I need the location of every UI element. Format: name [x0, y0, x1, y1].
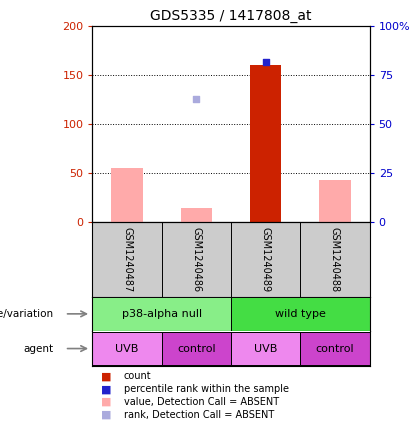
Title: GDS5335 / 1417808_at: GDS5335 / 1417808_at [150, 9, 312, 23]
Text: p38-alpha null: p38-alpha null [122, 309, 202, 319]
Bar [111, 168, 143, 222]
Bar [231, 332, 300, 365]
Bar [162, 332, 231, 365]
Text: UVB: UVB [116, 343, 139, 354]
Text: genotype/variation: genotype/variation [0, 309, 54, 319]
Text: count: count [124, 371, 152, 382]
Bar [300, 332, 370, 365]
Text: ■: ■ [101, 409, 111, 420]
Text: GSM1240486: GSM1240486 [192, 227, 201, 292]
Bar [92, 332, 162, 365]
Text: rank, Detection Call = ABSENT: rank, Detection Call = ABSENT [124, 409, 274, 420]
Text: agent: agent [24, 343, 54, 354]
Bar [250, 65, 281, 222]
Text: ■: ■ [101, 397, 111, 407]
Text: GSM1240487: GSM1240487 [122, 227, 132, 292]
Point [262, 59, 269, 66]
Text: value, Detection Call = ABSENT: value, Detection Call = ABSENT [124, 397, 279, 407]
Bar [92, 297, 231, 330]
Text: ■: ■ [101, 371, 111, 382]
Text: UVB: UVB [254, 343, 277, 354]
Point [262, 0, 269, 4]
Text: control: control [316, 343, 354, 354]
Bar [319, 180, 351, 222]
Text: percentile rank within the sample: percentile rank within the sample [124, 384, 289, 394]
Bar [181, 208, 212, 222]
Text: GSM1240488: GSM1240488 [330, 227, 340, 292]
Bar [231, 297, 370, 330]
Point [193, 95, 200, 102]
Text: ■: ■ [101, 384, 111, 394]
Text: control: control [177, 343, 215, 354]
Text: wild type: wild type [275, 309, 326, 319]
Text: GSM1240489: GSM1240489 [261, 227, 270, 292]
